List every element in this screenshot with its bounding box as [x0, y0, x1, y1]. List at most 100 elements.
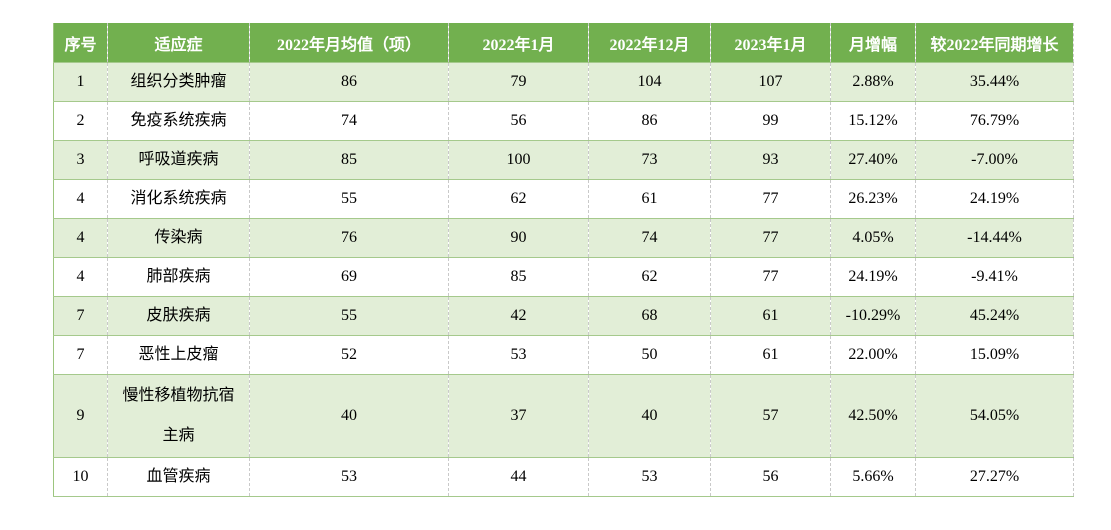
cell-index: 4: [53, 179, 108, 219]
cell-2023-01: 56: [710, 457, 831, 497]
table-row: 7 恶性上皮瘤 52 53 50 61 22.00% 15.09%: [53, 335, 1074, 375]
cell-yoy-growth: 27.27%: [915, 457, 1074, 497]
header-yoy-growth: 较2022年同期增长: [915, 23, 1074, 63]
cell-indication: 皮肤疾病: [107, 296, 250, 336]
cell-yoy-growth: 54.05%: [915, 374, 1074, 458]
cell-mom-growth: 15.12%: [830, 101, 916, 141]
table-row: 4 传染病 76 90 74 77 4.05% -14.44%: [53, 218, 1074, 258]
indication-stats-table-container: 序号 适应症 2022年月均值（项） 2022年1月 2022年12月 2023…: [53, 23, 1074, 497]
cell-indication: 呼吸道疾病: [107, 140, 250, 180]
cell-mom-growth: 5.66%: [830, 457, 916, 497]
cell-2022-01: 37: [448, 374, 589, 458]
cell-yoy-growth: 15.09%: [915, 335, 1074, 375]
cell-yoy-growth: 45.24%: [915, 296, 1074, 336]
cell-avg-2022: 40: [249, 374, 449, 458]
table-row: 2 免疫系统疾病 74 56 86 99 15.12% 76.79%: [53, 101, 1074, 141]
cell-avg-2022: 53: [249, 457, 449, 497]
table-row: 7 皮肤疾病 55 42 68 61 -10.29% 45.24%: [53, 296, 1074, 336]
cell-2022-01: 79: [448, 62, 589, 102]
cell-yoy-growth: -9.41%: [915, 257, 1074, 297]
cell-indication: 慢性移植物抗宿主病: [107, 374, 250, 458]
cell-avg-2022: 52: [249, 335, 449, 375]
cell-yoy-growth: -7.00%: [915, 140, 1074, 180]
cell-index: 4: [53, 257, 108, 297]
header-avg-2022: 2022年月均值（项）: [249, 23, 449, 63]
cell-avg-2022: 74: [249, 101, 449, 141]
header-indication: 适应症: [107, 23, 250, 63]
cell-indication: 消化系统疾病: [107, 179, 250, 219]
cell-index: 9: [53, 374, 108, 458]
cell-2022-12: 50: [588, 335, 711, 375]
cell-2022-01: 56: [448, 101, 589, 141]
cell-index: 1: [53, 62, 108, 102]
cell-2022-12: 74: [588, 218, 711, 258]
table-row: 3 呼吸道疾病 85 100 73 93 27.40% -7.00%: [53, 140, 1074, 180]
cell-indication: 传染病: [107, 218, 250, 258]
cell-2022-01: 42: [448, 296, 589, 336]
cell-mom-growth: 2.88%: [830, 62, 916, 102]
cell-mom-growth: 22.00%: [830, 335, 916, 375]
cell-avg-2022: 69: [249, 257, 449, 297]
cell-2022-12: 73: [588, 140, 711, 180]
cell-2023-01: 93: [710, 140, 831, 180]
cell-2023-01: 77: [710, 257, 831, 297]
cell-mom-growth: 27.40%: [830, 140, 916, 180]
cell-avg-2022: 55: [249, 296, 449, 336]
cell-mom-growth: 26.23%: [830, 179, 916, 219]
cell-avg-2022: 85: [249, 140, 449, 180]
cell-mom-growth: -10.29%: [830, 296, 916, 336]
cell-2022-12: 62: [588, 257, 711, 297]
cell-index: 7: [53, 296, 108, 336]
cell-yoy-growth: 76.79%: [915, 101, 1074, 141]
cell-avg-2022: 76: [249, 218, 449, 258]
cell-2022-12: 61: [588, 179, 711, 219]
cell-mom-growth: 42.50%: [830, 374, 916, 458]
cell-2023-01: 61: [710, 296, 831, 336]
cell-2023-01: 107: [710, 62, 831, 102]
header-row: 序号 适应症 2022年月均值（项） 2022年1月 2022年12月 2023…: [53, 23, 1074, 63]
cell-index: 4: [53, 218, 108, 258]
cell-2022-01: 62: [448, 179, 589, 219]
table-row: 4 消化系统疾病 55 62 61 77 26.23% 24.19%: [53, 179, 1074, 219]
table-row: 10 血管疾病 53 44 53 56 5.66% 27.27%: [53, 457, 1074, 497]
cell-2022-12: 68: [588, 296, 711, 336]
cell-avg-2022: 55: [249, 179, 449, 219]
table-row: 9 慢性移植物抗宿主病 40 37 40 57 42.50% 54.05%: [53, 374, 1074, 458]
cell-yoy-growth: 35.44%: [915, 62, 1074, 102]
cell-indication: 免疫系统疾病: [107, 101, 250, 141]
cell-2023-01: 61: [710, 335, 831, 375]
header-index: 序号: [53, 23, 108, 63]
table-body: 1 组织分类肿瘤 86 79 104 107 2.88% 35.44% 2 免疫…: [53, 62, 1074, 497]
cell-2023-01: 99: [710, 101, 831, 141]
cell-indication: 组织分类肿瘤: [107, 62, 250, 102]
indication-stats-table: 序号 适应症 2022年月均值（项） 2022年1月 2022年12月 2023…: [53, 23, 1074, 497]
cell-2022-01: 90: [448, 218, 589, 258]
cell-indication: 肺部疾病: [107, 257, 250, 297]
cell-2022-12: 104: [588, 62, 711, 102]
cell-2022-01: 53: [448, 335, 589, 375]
cell-2022-12: 53: [588, 457, 711, 497]
cell-2022-12: 86: [588, 101, 711, 141]
cell-index: 10: [53, 457, 108, 497]
cell-2023-01: 77: [710, 179, 831, 219]
cell-2023-01: 77: [710, 218, 831, 258]
cell-mom-growth: 24.19%: [830, 257, 916, 297]
cell-mom-growth: 4.05%: [830, 218, 916, 258]
header-mom-growth: 月增幅: [830, 23, 916, 63]
cell-avg-2022: 86: [249, 62, 449, 102]
cell-2022-01: 44: [448, 457, 589, 497]
header-2022-01: 2022年1月: [448, 23, 589, 63]
cell-index: 7: [53, 335, 108, 375]
table-header: 序号 适应症 2022年月均值（项） 2022年1月 2022年12月 2023…: [53, 23, 1074, 63]
cell-index: 3: [53, 140, 108, 180]
cell-yoy-growth: -14.44%: [915, 218, 1074, 258]
cell-index: 2: [53, 101, 108, 141]
cell-2023-01: 57: [710, 374, 831, 458]
cell-indication: 恶性上皮瘤: [107, 335, 250, 375]
cell-2022-12: 40: [588, 374, 711, 458]
cell-2022-01: 100: [448, 140, 589, 180]
header-2023-01: 2023年1月: [710, 23, 831, 63]
table-row: 1 组织分类肿瘤 86 79 104 107 2.88% 35.44%: [53, 62, 1074, 102]
header-2022-12: 2022年12月: [588, 23, 711, 63]
